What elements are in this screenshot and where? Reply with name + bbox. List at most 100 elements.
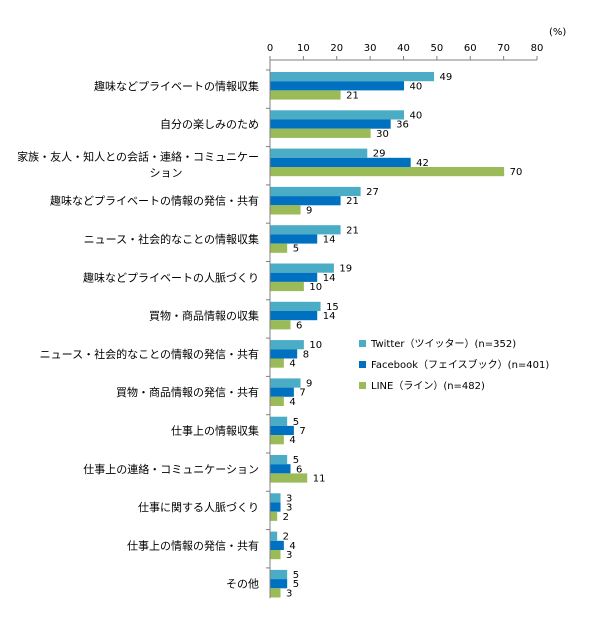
category-label: ニュース・社会的なことの情報の発信・共有	[40, 347, 259, 361]
x-tick-label: 30	[364, 43, 377, 54]
category-label: 仕事上の連絡・コミュニケーション	[83, 462, 259, 476]
data-label: 21	[346, 91, 359, 102]
legend-swatch	[359, 340, 366, 347]
category-label: 仕事上の情報収集	[171, 424, 259, 438]
bar	[270, 128, 371, 138]
bar	[270, 588, 281, 598]
data-label: 10	[309, 340, 322, 351]
data-label: 3	[286, 503, 292, 514]
legend-entry: Twitter（ツイッター）(n=352)	[370, 338, 516, 350]
category-label: 趣味などプライベートの人脈づくり	[83, 270, 259, 284]
bar	[270, 569, 288, 580]
bar	[270, 320, 291, 330]
legend: Twitter（ツイッター）(n=352) Facebook（フェイスブック）(n…	[359, 338, 549, 392]
x-tick-label: 50	[431, 43, 444, 54]
category-label: 仕事上の情報の発信・共有	[127, 538, 259, 552]
bar	[270, 464, 291, 474]
x-tick-label: 80	[531, 43, 544, 54]
bar	[270, 550, 281, 560]
bar	[270, 167, 505, 177]
bar	[270, 493, 281, 503]
data-label: 5	[293, 417, 299, 428]
x-tick-label: 10	[297, 43, 310, 54]
bar	[270, 281, 304, 292]
bar	[270, 272, 318, 282]
data-label: 2	[283, 532, 289, 543]
data-label: 11	[313, 474, 326, 485]
legend-swatch	[359, 361, 366, 368]
data-label: 40	[410, 110, 423, 121]
data-label: 15	[326, 302, 339, 313]
category-label: 買物・商品情報の発信・共有	[116, 385, 259, 399]
data-label: 30	[376, 129, 389, 140]
legend-entry: Facebook（フェイスブック）(n=401)	[371, 358, 549, 371]
bar	[270, 340, 304, 350]
bar	[270, 72, 435, 82]
data-label: 5	[293, 579, 299, 590]
data-label: 6	[296, 320, 302, 331]
data-label: 3	[286, 550, 292, 561]
data-label: 9	[306, 379, 312, 390]
category-labels: 趣味などプライベートの情報収集自分の楽しみのため家族・友人・知人との会話・連絡・…	[17, 79, 259, 591]
bar	[270, 243, 288, 253]
bar	[270, 511, 278, 521]
x-tick-label: 40	[397, 43, 410, 54]
data-label: 14	[323, 273, 336, 284]
bar	[270, 311, 318, 321]
plot-area: 4940214036302942702721921145191410151461…	[266, 60, 522, 599]
data-label: 29	[373, 149, 386, 160]
category-label: 自分の楽しみのため	[160, 118, 259, 131]
data-label: 21	[346, 225, 359, 236]
bar	[270, 263, 334, 273]
data-label: 21	[346, 196, 359, 207]
category-label: 買物・商品情報の収集	[149, 309, 259, 323]
unit-label: (%)	[549, 27, 566, 38]
data-label: 5	[293, 455, 299, 466]
bar	[270, 81, 404, 91]
data-label: 3	[286, 493, 292, 504]
data-label: 10	[309, 282, 322, 293]
category-label: ション	[150, 166, 183, 179]
legend-swatch	[359, 382, 366, 389]
bar	[270, 225, 341, 235]
bar	[270, 455, 288, 465]
data-label: 5	[293, 570, 299, 581]
bar	[270, 502, 281, 512]
x-axis: 0 10 20 30 40 50 60 70 80	[267, 43, 544, 61]
x-tick-label: 70	[497, 43, 510, 54]
data-label: 4	[289, 541, 295, 552]
data-label: 4	[289, 359, 295, 370]
data-label: 3	[286, 588, 292, 599]
category-label: その他	[226, 578, 259, 591]
data-label: 14	[323, 311, 336, 322]
data-label: 9	[306, 205, 312, 216]
data-label: 7	[299, 388, 305, 399]
bar	[270, 531, 278, 541]
bar	[270, 234, 318, 244]
data-label: 70	[510, 167, 523, 178]
category-label: 家族・友人・知人との会話・連絡・コミュニケー	[17, 149, 259, 163]
data-label: 36	[396, 120, 409, 131]
bar	[270, 301, 321, 311]
bar	[270, 205, 301, 215]
data-label: 2	[283, 512, 289, 523]
data-label: 6	[296, 464, 302, 475]
bar	[270, 186, 361, 197]
bar	[270, 425, 294, 436]
bar	[270, 416, 288, 426]
data-label: 42	[416, 158, 429, 169]
data-label: 40	[410, 81, 423, 92]
data-label: 5	[293, 244, 299, 255]
data-label: 27	[366, 187, 379, 198]
x-tick-label: 60	[464, 43, 477, 54]
bar	[270, 473, 308, 483]
bar	[270, 540, 284, 550]
bar	[270, 196, 341, 206]
category-label: 趣味などプライベートの情報の発信・共有	[50, 194, 259, 208]
data-label: 14	[323, 235, 336, 246]
bar	[270, 90, 341, 100]
bar	[270, 396, 284, 406]
bar	[270, 119, 391, 129]
bar	[270, 579, 288, 589]
